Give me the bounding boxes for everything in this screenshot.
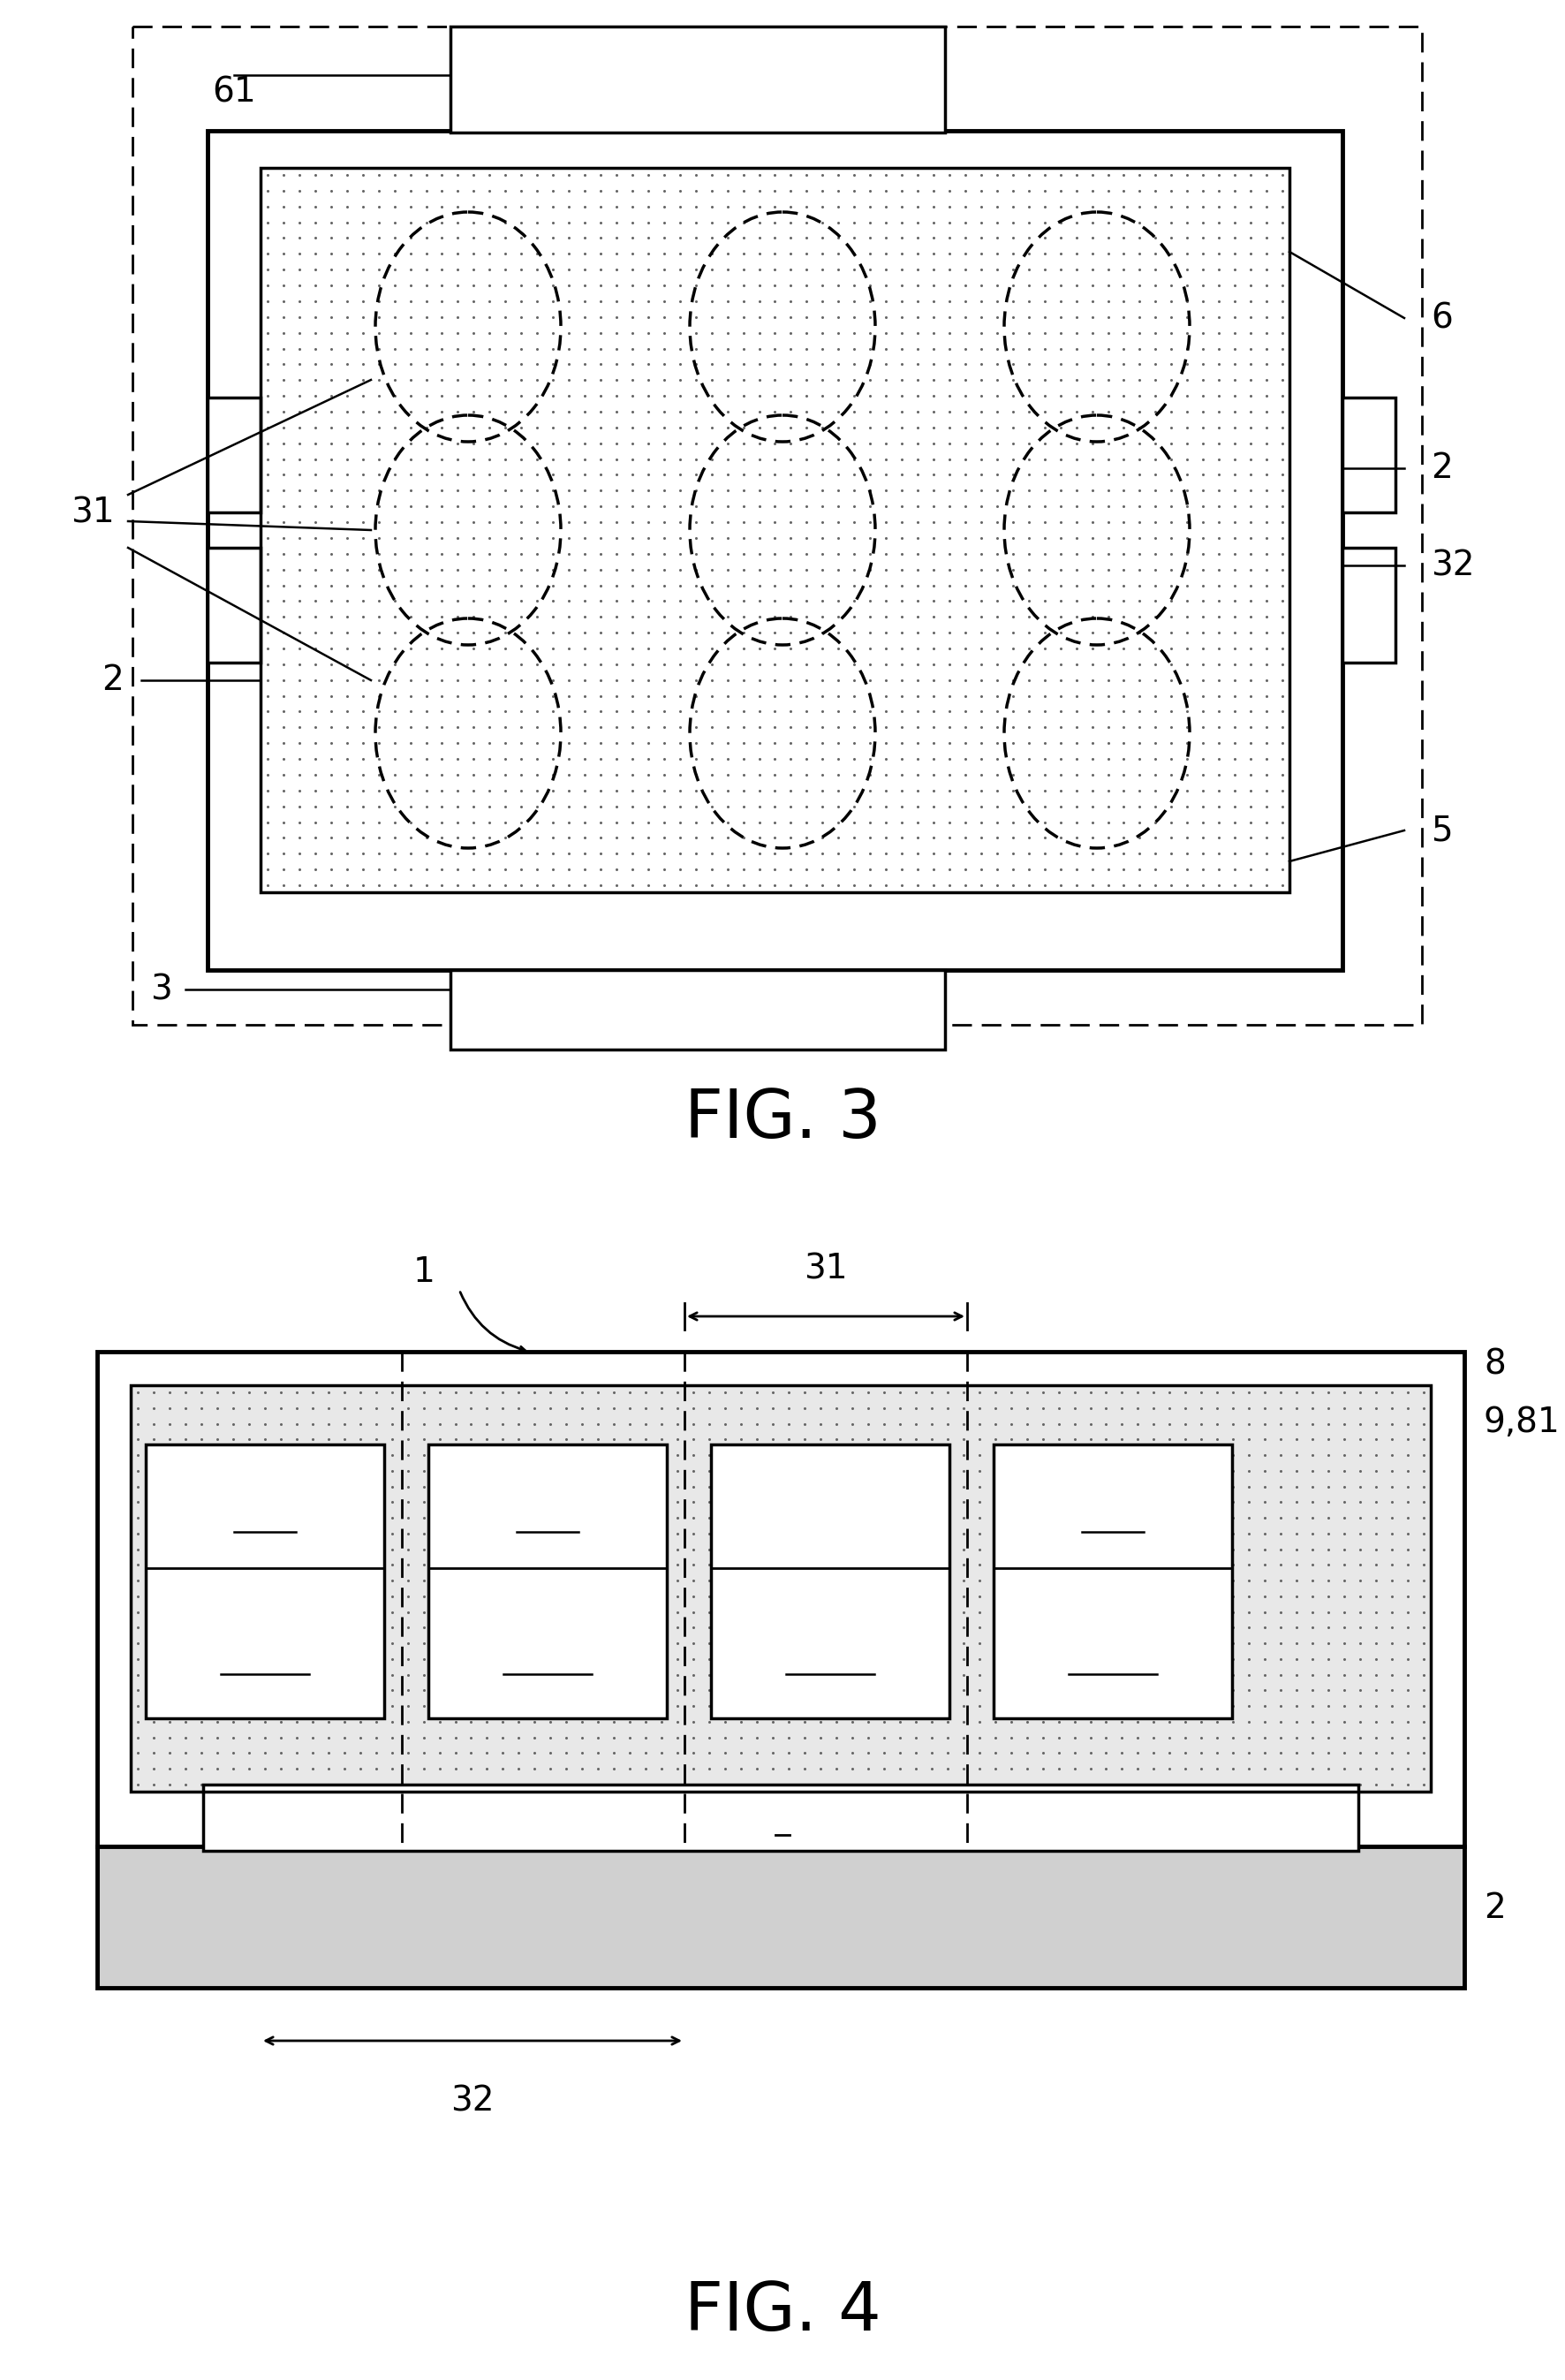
Bar	[97, 1847, 1465, 1987]
Bar	[994, 1445, 1232, 1718]
Bar	[208, 131, 1343, 971]
Bar	[131, 1385, 1430, 1792]
Text: 2: 2	[1484, 1892, 1506, 1925]
Bar	[0, 0, 1565, 1235]
Bar	[451, 971, 945, 1050]
Bar	[1343, 397, 1396, 512]
Text: 31: 31	[70, 495, 114, 528]
Text: 6: 6	[1102, 1488, 1124, 1521]
Text: 5,51: 5,51	[512, 1626, 584, 1656]
Bar	[260, 169, 1290, 892]
Text: 6: 6	[537, 1488, 559, 1521]
Bar	[208, 397, 260, 512]
Text: 5,51: 5,51	[1077, 1626, 1149, 1656]
Text: FIG. 3: FIG. 3	[684, 1088, 881, 1152]
Text: 31: 31	[897, 1928, 941, 1961]
Text: 32: 32	[1430, 550, 1474, 583]
Bar	[133, 26, 1423, 1026]
Text: 1: 1	[413, 1254, 435, 1290]
Text: 5,51: 5,51	[795, 1626, 865, 1656]
Bar	[1343, 547, 1396, 662]
Text: 31: 31	[804, 1252, 848, 1285]
Bar	[131, 1385, 1430, 1792]
Text: 2: 2	[102, 664, 124, 697]
Text: 3: 3	[772, 1799, 793, 1833]
Bar	[97, 1352, 1465, 1847]
Text: 31: 31	[332, 1928, 376, 1961]
Text: 32: 32	[451, 2085, 495, 2118]
Bar	[451, 26, 945, 133]
Text: 5,51: 5,51	[230, 1626, 300, 1656]
Bar	[208, 547, 260, 662]
Text: 5: 5	[1430, 814, 1452, 847]
Text: 31: 31	[613, 1928, 657, 1961]
Text: 2: 2	[1430, 452, 1452, 486]
Text: 6: 6	[1430, 302, 1452, 336]
Bar	[429, 1445, 667, 1718]
Text: 8: 8	[1484, 1347, 1506, 1383]
Text: 6: 6	[254, 1488, 275, 1521]
Text: FIG. 4: FIG. 4	[684, 2280, 881, 2344]
Bar	[203, 1785, 1358, 1852]
Bar	[711, 1445, 950, 1718]
Text: 61: 61	[211, 76, 257, 109]
Text: 3: 3	[150, 973, 172, 1007]
Bar	[260, 169, 1290, 892]
Bar	[146, 1445, 383, 1718]
Text: 9,81: 9,81	[1484, 1407, 1560, 1440]
